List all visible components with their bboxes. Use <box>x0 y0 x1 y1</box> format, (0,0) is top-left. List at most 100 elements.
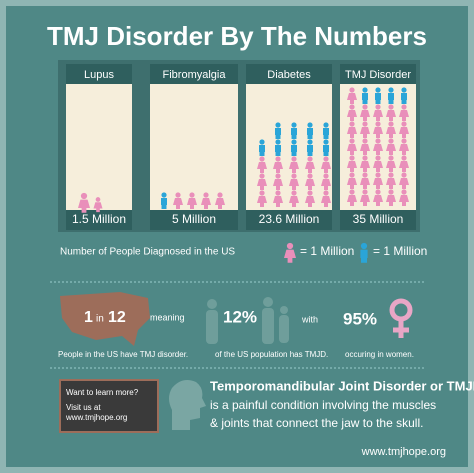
icon-body <box>347 93 357 104</box>
icon-body <box>399 127 409 138</box>
icon-head <box>307 156 313 162</box>
icon-body <box>373 110 383 121</box>
icon-body <box>78 199 90 213</box>
footer-line: & joints that connect the jaw to the sku… <box>210 416 423 430</box>
footer-line: is a painful condition involving the mus… <box>210 398 436 412</box>
person-icon <box>360 242 368 263</box>
icon-head <box>388 189 394 195</box>
icon-head <box>401 121 407 127</box>
icon-body <box>360 178 370 189</box>
icon-head <box>291 122 297 128</box>
person-icon <box>360 104 370 121</box>
icon-body <box>347 195 357 206</box>
icon-body <box>399 178 409 189</box>
icon-head <box>375 87 381 93</box>
person-icon <box>291 122 297 139</box>
icon-head <box>349 189 355 195</box>
ratio-middle: in <box>96 314 104 325</box>
icon-head <box>349 138 355 144</box>
icon-body <box>275 145 281 156</box>
learn-question: Want to learn more? <box>66 388 139 397</box>
panel-header <box>150 64 238 84</box>
icon-head <box>349 87 355 93</box>
icon-body <box>307 128 313 139</box>
person-icon <box>399 121 409 138</box>
icon-body <box>289 196 299 207</box>
person-icon <box>347 104 357 121</box>
person-icon <box>321 173 331 190</box>
panel-label: Lupus <box>84 69 114 81</box>
person-icon <box>201 192 211 209</box>
ratio-last: 12 <box>108 309 126 326</box>
icon-head <box>203 192 209 198</box>
icon-head <box>388 155 394 161</box>
icon-body <box>321 162 331 173</box>
person-icon <box>401 87 407 104</box>
icon-body <box>305 179 315 190</box>
person-icon <box>307 122 313 139</box>
icon-head <box>401 87 407 93</box>
person-icon <box>305 156 315 173</box>
panel-label: TMJ Disorder <box>345 69 411 81</box>
person-icon <box>373 155 383 172</box>
person-icon <box>305 173 315 190</box>
person-icon <box>347 172 357 189</box>
icon-body <box>373 161 383 172</box>
icon-head <box>375 155 381 161</box>
person-icon <box>360 155 370 172</box>
icon-head <box>388 138 394 144</box>
icon-body <box>386 195 396 206</box>
icon-body <box>291 145 297 156</box>
icon-body <box>273 179 283 190</box>
person-icon <box>347 121 357 138</box>
percent-value: 12% <box>223 307 257 326</box>
icon-head <box>375 138 381 144</box>
footer-heading: Temporomandibular Joint Disorder or TMJD <box>210 378 474 393</box>
person-icon <box>347 87 357 104</box>
icon-body <box>362 93 368 104</box>
panel-footer <box>246 210 332 230</box>
icon-head <box>275 156 281 162</box>
icon-head <box>362 104 368 110</box>
panel-footer <box>150 210 238 230</box>
person-icon <box>373 138 383 155</box>
person-icon <box>321 190 331 207</box>
person-icon <box>259 139 265 156</box>
icon-body <box>360 161 370 172</box>
person-icon <box>347 189 357 206</box>
with: with <box>301 314 318 324</box>
panel-header <box>340 64 416 84</box>
icon-body <box>305 196 315 207</box>
icon-body <box>347 110 357 121</box>
icon-body <box>257 196 267 207</box>
site[interactable]: www.tmjhope.org <box>361 446 446 458</box>
icon-body <box>399 161 409 172</box>
icon-body <box>386 161 396 172</box>
icon-body <box>323 128 329 139</box>
panel-label: Fibromyalgia <box>163 69 227 81</box>
icon-head <box>388 172 394 178</box>
icon-head <box>362 87 368 93</box>
icon-head <box>362 189 368 195</box>
icon-head <box>95 197 101 202</box>
icon-body <box>289 179 299 190</box>
icon-body <box>347 178 357 189</box>
person-icon <box>360 189 370 206</box>
panel-amount: 35 Million <box>353 212 404 226</box>
icon-body <box>215 198 225 209</box>
person-icon <box>360 138 370 155</box>
person-icon <box>362 87 368 104</box>
icon-body <box>93 202 103 213</box>
icon-body <box>259 145 265 156</box>
title: TMJ Disorder By The Numbers <box>47 21 427 51</box>
people-silhouettes <box>206 297 289 344</box>
icon-body <box>273 196 283 207</box>
icon-body <box>187 198 197 209</box>
icon-body <box>373 127 383 138</box>
icon-head <box>388 104 394 110</box>
us-map <box>60 292 150 346</box>
panel-amount: 5 Million <box>172 212 216 226</box>
person-icon <box>275 122 281 139</box>
person-icon <box>289 156 299 173</box>
learn-url[interactable]: www.tmjhope.org <box>65 413 127 422</box>
